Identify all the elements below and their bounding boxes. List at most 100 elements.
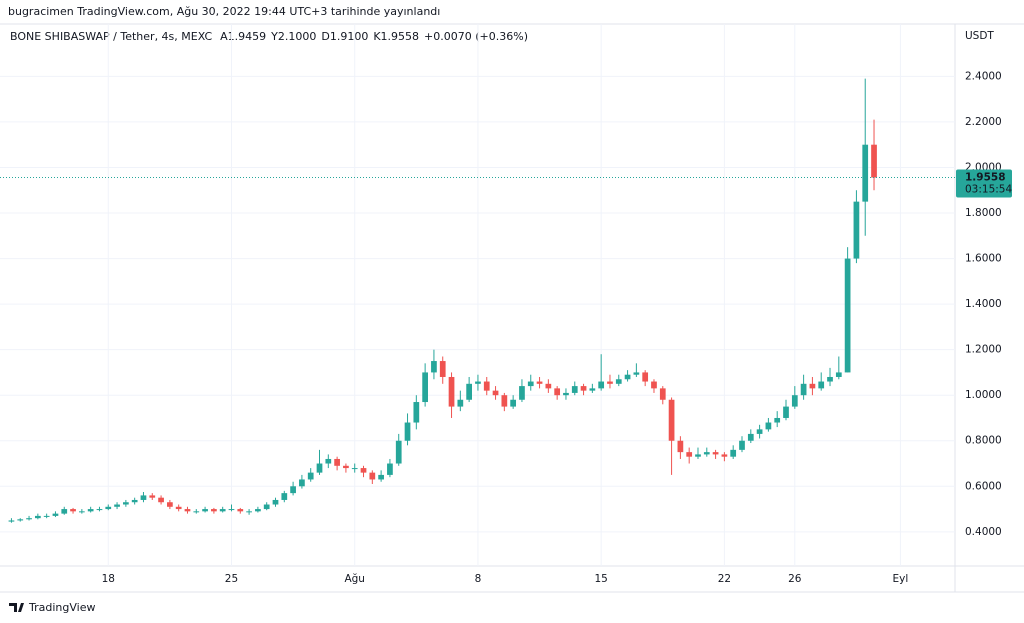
candle-body [219,509,226,512]
legend-value: K1.9558 [373,30,419,43]
x-tick-label: 8 [475,573,482,585]
x-tick-label: 18 [102,573,115,585]
candle-body [580,386,587,391]
candle-body [492,390,499,396]
x-tick-label: Eyl [893,573,909,585]
candle-body [510,399,517,407]
candle-body [263,504,270,510]
candle-body [211,509,217,512]
candle-body [554,388,561,396]
candle-body [52,513,59,516]
candle-body [739,440,745,450]
candle-body [123,502,129,505]
candle-body [246,511,252,513]
candle-body [527,381,534,387]
candle-body [835,372,842,377]
candle-body [343,465,349,469]
candle-body [633,372,640,375]
candle-body [545,383,552,389]
candle-body [501,395,508,407]
x-tick-label: 25 [225,573,238,585]
y-tick-label: 1.6000 [965,253,1002,265]
candle-body [404,422,411,441]
candle-body [466,383,472,400]
candle-body [607,381,613,384]
candle-body [131,499,138,503]
candle-body [536,381,543,384]
x-tick-label: Ağu [344,573,365,585]
candle-body [387,463,393,475]
logo: TradingView [9,601,95,614]
candle-body [800,383,807,396]
candle-body [43,515,50,517]
candle-body [703,452,710,455]
candle-body [114,504,120,507]
candle-body [70,509,76,512]
candle-body [615,379,622,384]
y-tick-label: 2.4000 [965,70,1002,82]
candle-body [316,463,323,473]
candle-body [158,497,164,503]
candle-body [105,506,112,510]
candle-body [299,479,305,487]
candle-body [140,495,147,500]
legend-value: D1.9100 [321,30,368,43]
candle-body [61,509,68,514]
candle-body [87,509,94,512]
y-tick-label: 1.8000 [965,207,1002,219]
candle-body [642,372,649,382]
candle-body [175,506,182,510]
candle-body [378,474,384,480]
candle-body [422,372,428,403]
candle-body [307,472,314,480]
candle-body [8,520,15,522]
x-tick-label: 26 [788,573,802,585]
candle-body [193,511,200,513]
candle-body [686,452,693,457]
candle-body [202,509,208,512]
candle-body [360,468,367,473]
candle-body [34,515,41,519]
candle-body [871,144,877,178]
candle-body [272,499,279,505]
candle-body [651,381,657,389]
candle-body [325,458,332,464]
candle-body [431,361,437,373]
candle-body [730,449,737,457]
candle-body [721,454,728,457]
y-tick-label: 1.0000 [965,389,1002,401]
candle-body [563,392,569,396]
candle-body [228,509,235,511]
candle-body [677,440,684,453]
candle-body [149,495,156,498]
candle-body [571,386,578,393]
candle-body [334,458,340,466]
candle-body [747,433,754,441]
candle-body [519,386,525,400]
candle-body [809,383,816,389]
candle-body [659,388,666,400]
candle-body [448,376,455,407]
candle-body [765,422,772,430]
candle-body [756,429,763,434]
candle-body [78,511,85,513]
y-tick-label: 0.4000 [965,526,1002,538]
candle-body [783,406,789,418]
y-tick-label: 1.4000 [965,298,1002,310]
candle-body [589,388,596,391]
candle-body [624,374,631,380]
candle-body [439,361,446,377]
published-note: bugracimen TradingView.com, Ağu 30, 2022… [8,5,440,18]
candle-body [167,502,173,507]
candle-body [598,381,605,389]
candle-body [668,399,675,441]
logo-icon [9,603,24,612]
candle-body [695,454,701,457]
candle-body [844,258,851,373]
y-tick-label: 1.2000 [965,344,1002,356]
candle-body [475,381,481,384]
candle-body [395,440,402,464]
candle-body [827,376,833,382]
candle-body [17,519,24,521]
candle-body [237,509,244,512]
